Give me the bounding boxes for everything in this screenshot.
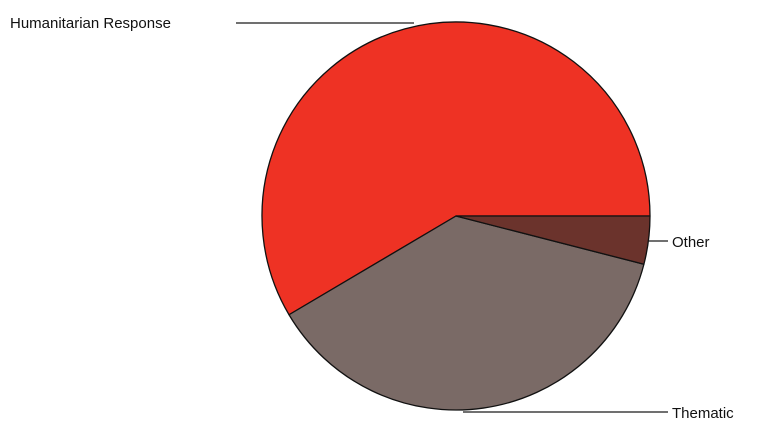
label-other: Other	[672, 234, 710, 251]
pie-slice-other	[455, 215, 651, 265]
pie-slices	[261, 21, 651, 411]
pie-slice-thematic	[288, 215, 645, 411]
label-thematic: Thematic	[672, 405, 734, 422]
pie-slice-humanitarian-response	[261, 21, 651, 316]
label-humanitarian-response: Humanitarian Response	[10, 15, 171, 32]
pie-labels: Humanitarian Response Thematic Other	[10, 15, 734, 422]
